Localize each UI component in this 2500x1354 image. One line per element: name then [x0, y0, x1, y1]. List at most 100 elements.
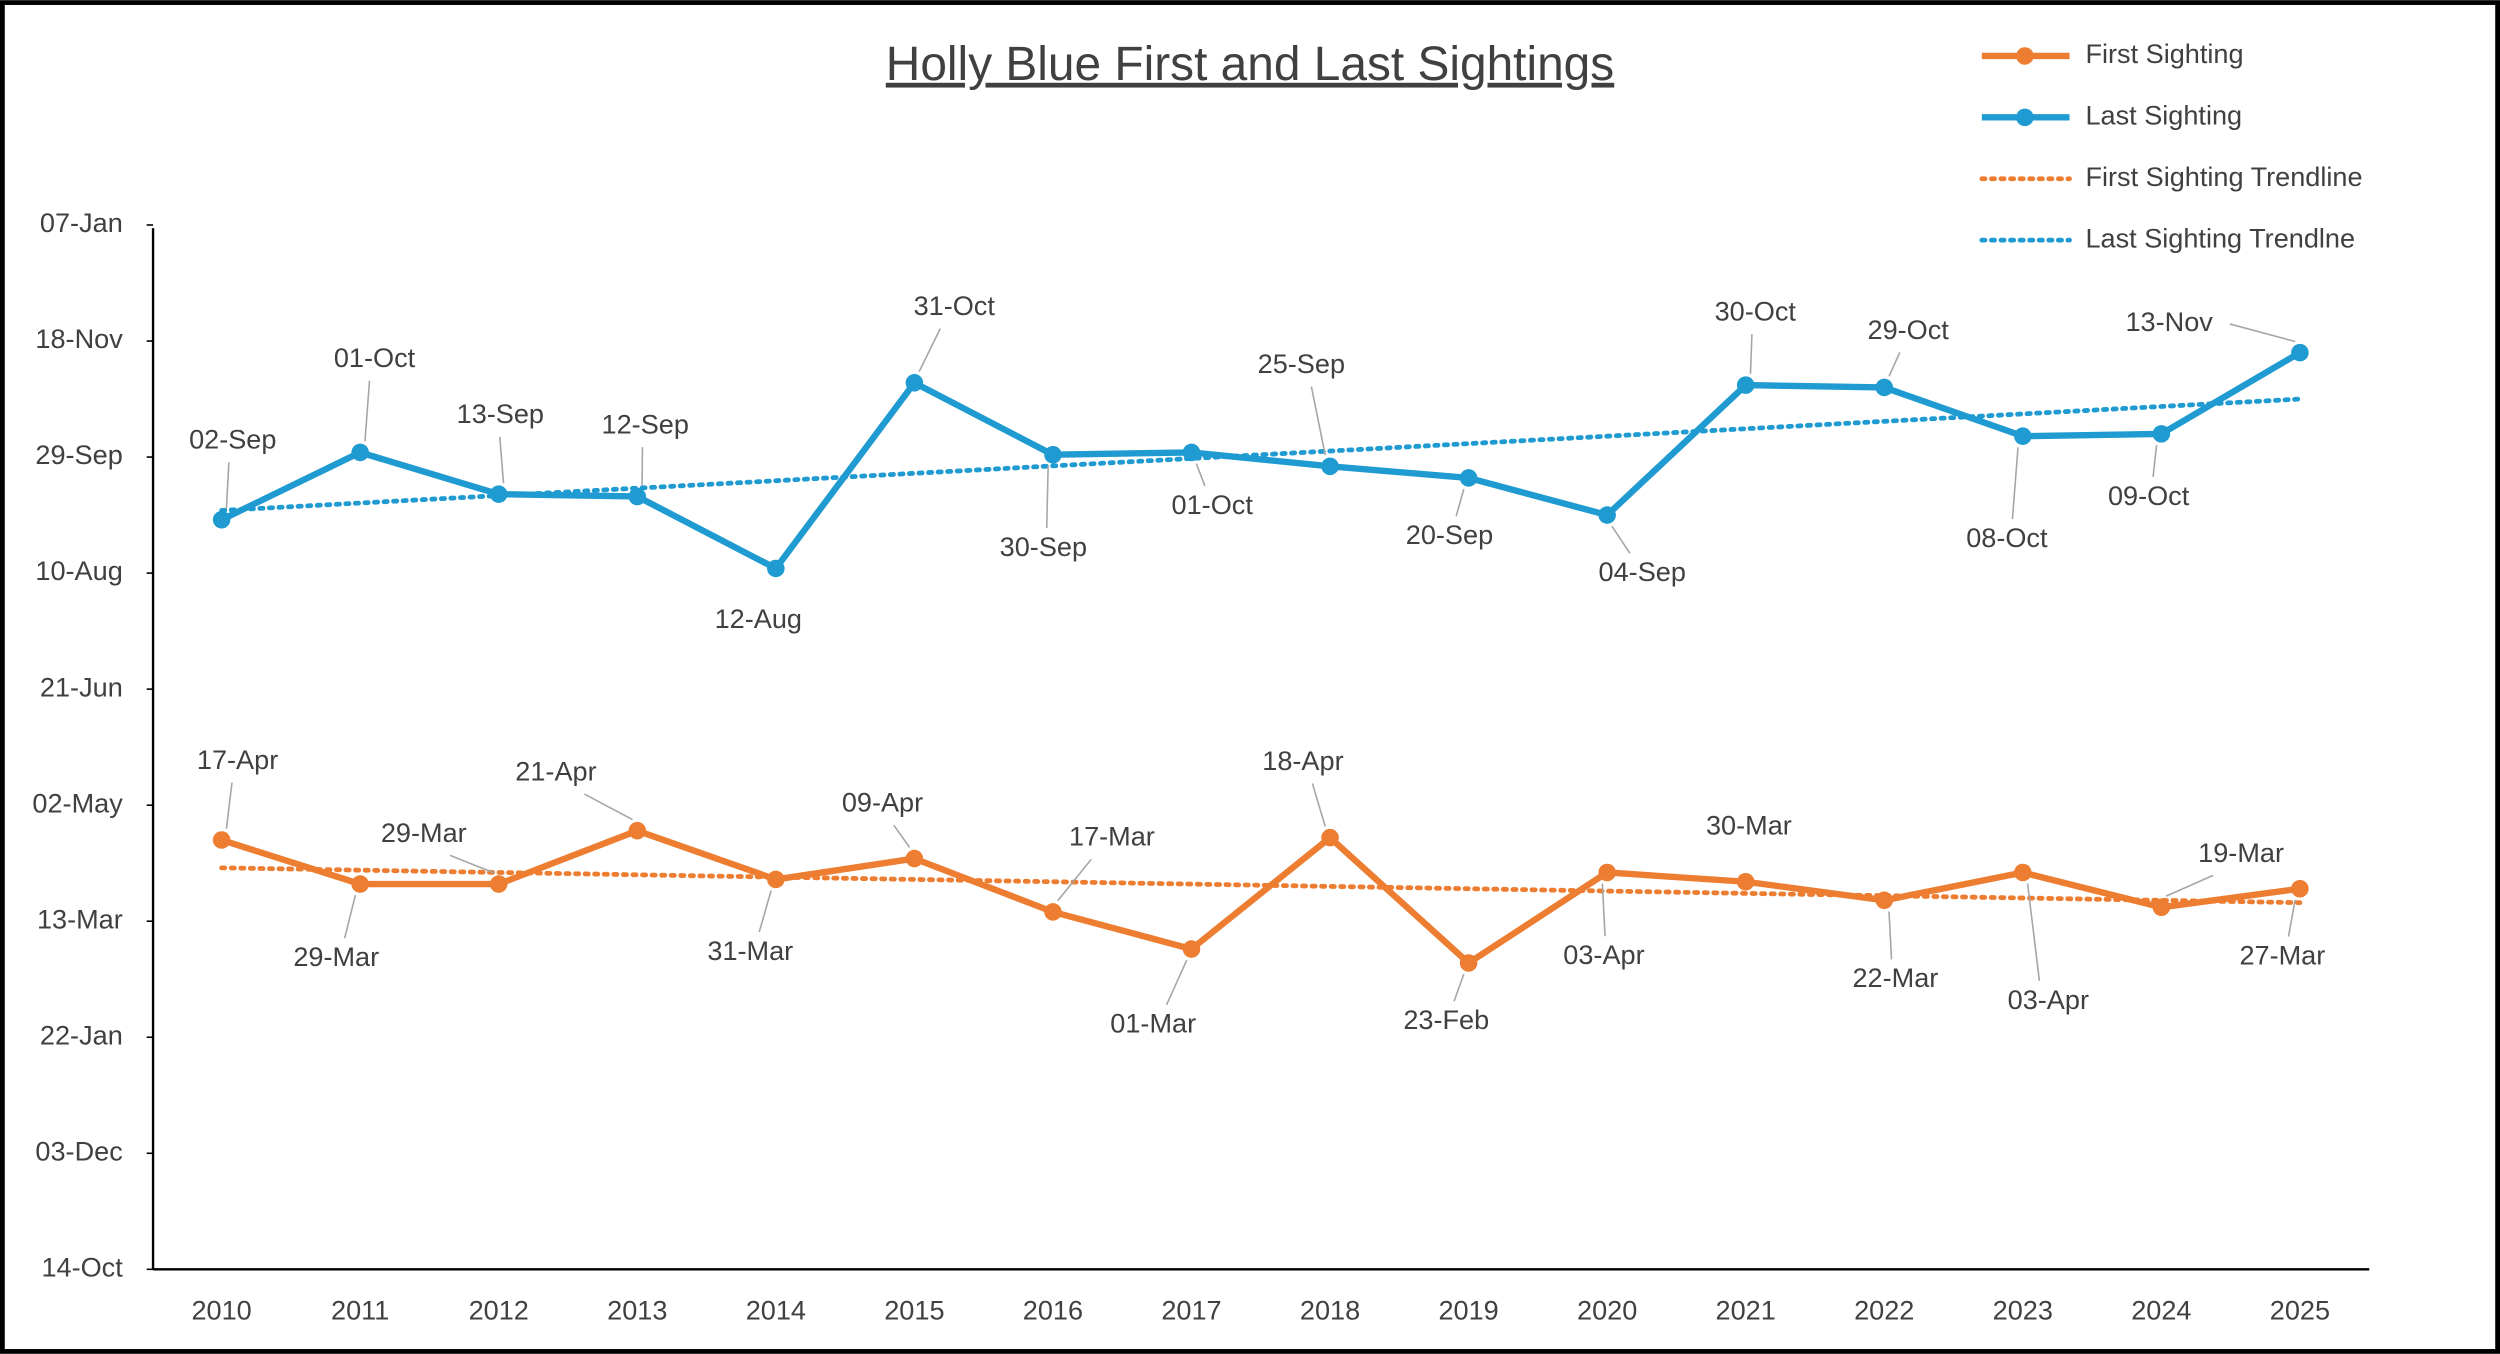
- x-tick-label: 2012: [469, 1295, 529, 1326]
- leader-line: [343, 895, 357, 939]
- data-label: 03-Apr: [2008, 984, 2089, 1015]
- leader-line: [584, 793, 633, 821]
- legend-label: Last Sighting: [2085, 100, 2242, 131]
- y-tick-label: 02-May: [32, 787, 123, 818]
- data-point: [2152, 425, 2171, 443]
- data-point: [1875, 891, 1894, 910]
- data-label: 29-Oct: [1868, 314, 1950, 345]
- data-label: 02-Sep: [189, 424, 276, 455]
- data-label: 30-Oct: [1715, 296, 1797, 327]
- data-point: [628, 487, 647, 506]
- x-tick-label: 2010: [191, 1295, 251, 1326]
- data-label: 22-Mar: [1852, 962, 1938, 993]
- data-label: 21-Apr: [515, 755, 596, 786]
- data-point: [1736, 376, 1755, 394]
- data-point: [905, 374, 924, 392]
- leader-line: [1888, 352, 1901, 377]
- data-label: 17-Apr: [197, 744, 278, 775]
- data-label: 25-Sep: [1258, 348, 1345, 379]
- data-point: [2152, 898, 2171, 917]
- data-label: 01-Mar: [1110, 1008, 1196, 1039]
- legend-label: First Sighting: [2085, 38, 2243, 69]
- data-label: 12-Sep: [602, 409, 689, 440]
- data-label: 01-Oct: [334, 342, 416, 373]
- y-tick-label: 03-Dec: [35, 1135, 122, 1166]
- x-tick-label: 2024: [2131, 1295, 2191, 1326]
- data-label: 13-Sep: [457, 398, 544, 429]
- data-label: 27-Mar: [2239, 939, 2325, 970]
- x-tick-label: 2025: [2270, 1295, 2330, 1326]
- data-label: 12-Aug: [715, 603, 802, 634]
- leader-line: [1453, 973, 1465, 1002]
- data-point: [1182, 940, 1201, 958]
- data-point: [212, 510, 231, 529]
- x-tick-label: 2023: [1993, 1295, 2053, 1326]
- data-label: 01-Oct: [1172, 489, 1254, 520]
- leader-line: [2287, 899, 2296, 937]
- legend-label: Last Sighting Trendlne: [2085, 222, 2355, 253]
- data-point: [1598, 506, 1616, 524]
- leader-line: [1165, 959, 1188, 1006]
- data-label: 17-Mar: [1069, 821, 1155, 852]
- data-label: 23-Feb: [1403, 1004, 1489, 1035]
- data-label: 04-Sep: [1599, 556, 1686, 587]
- x-tick-label: 2016: [1023, 1295, 1083, 1326]
- y-tick-label: 10-Aug: [35, 555, 122, 586]
- series-line: [220, 827, 2301, 967]
- leader-line: [2152, 444, 2158, 477]
- x-tick-label: 2021: [1716, 1295, 1776, 1326]
- data-label: 13-Nov: [2125, 306, 2213, 337]
- leader-line: [225, 782, 233, 829]
- data-label: 03-Apr: [1563, 939, 1644, 970]
- data-point: [2014, 427, 2032, 445]
- leader-line: [1611, 525, 1631, 554]
- leader-line: [449, 854, 495, 874]
- data-point: [1459, 954, 1478, 972]
- trendline: [219, 865, 2303, 906]
- data-point: [1182, 443, 1201, 462]
- x-tick-label: 2017: [1161, 1295, 1221, 1326]
- data-point: [1459, 469, 1478, 487]
- x-tick-label: 2020: [1577, 1295, 1637, 1326]
- data-label: 09-Oct: [2108, 480, 2190, 511]
- leader-line: [758, 890, 772, 933]
- data-point: [1044, 903, 1062, 921]
- series-line: [220, 349, 2302, 572]
- data-point: [1321, 828, 1339, 847]
- leader-line: [1045, 465, 1049, 529]
- leader-line: [1888, 911, 1893, 960]
- leader-line: [364, 380, 371, 442]
- leader-line: [1601, 883, 1606, 937]
- y-tick-label: 29-Sep: [35, 439, 122, 470]
- data-point: [1875, 378, 1894, 397]
- leader-line: [225, 462, 230, 509]
- x-tick-label: 2019: [1438, 1295, 1498, 1326]
- data-label: 08-Oct: [1966, 522, 2048, 553]
- data-point: [351, 443, 369, 462]
- y-tick-label: 14-Oct: [41, 1251, 123, 1282]
- data-label: 29-Mar: [293, 941, 379, 972]
- data-label: 30-Mar: [1706, 810, 1792, 841]
- x-tick-label: 2014: [746, 1295, 806, 1326]
- leader-line: [1311, 783, 1327, 827]
- data-point: [2291, 343, 2309, 362]
- data-label: 31-Oct: [914, 290, 996, 321]
- leader-line: [893, 824, 911, 848]
- data-label: 31-Mar: [707, 935, 793, 966]
- data-label: 29-Mar: [381, 817, 467, 848]
- data-point: [628, 821, 647, 840]
- x-tick-label: 2022: [1854, 1295, 1914, 1326]
- x-tick-label: 2015: [884, 1295, 944, 1326]
- y-tick-label: 21-Jun: [40, 671, 123, 702]
- data-point: [351, 875, 369, 893]
- data-point: [489, 485, 508, 503]
- leader-line: [1749, 334, 1753, 374]
- data-point: [2014, 863, 2032, 882]
- y-tick-label: 18-Nov: [35, 323, 123, 354]
- y-tick-label: 22-Jan: [40, 1019, 123, 1050]
- leader-line: [1455, 488, 1465, 517]
- data-point: [1736, 872, 1755, 891]
- data-label: 30-Sep: [1000, 531, 1087, 562]
